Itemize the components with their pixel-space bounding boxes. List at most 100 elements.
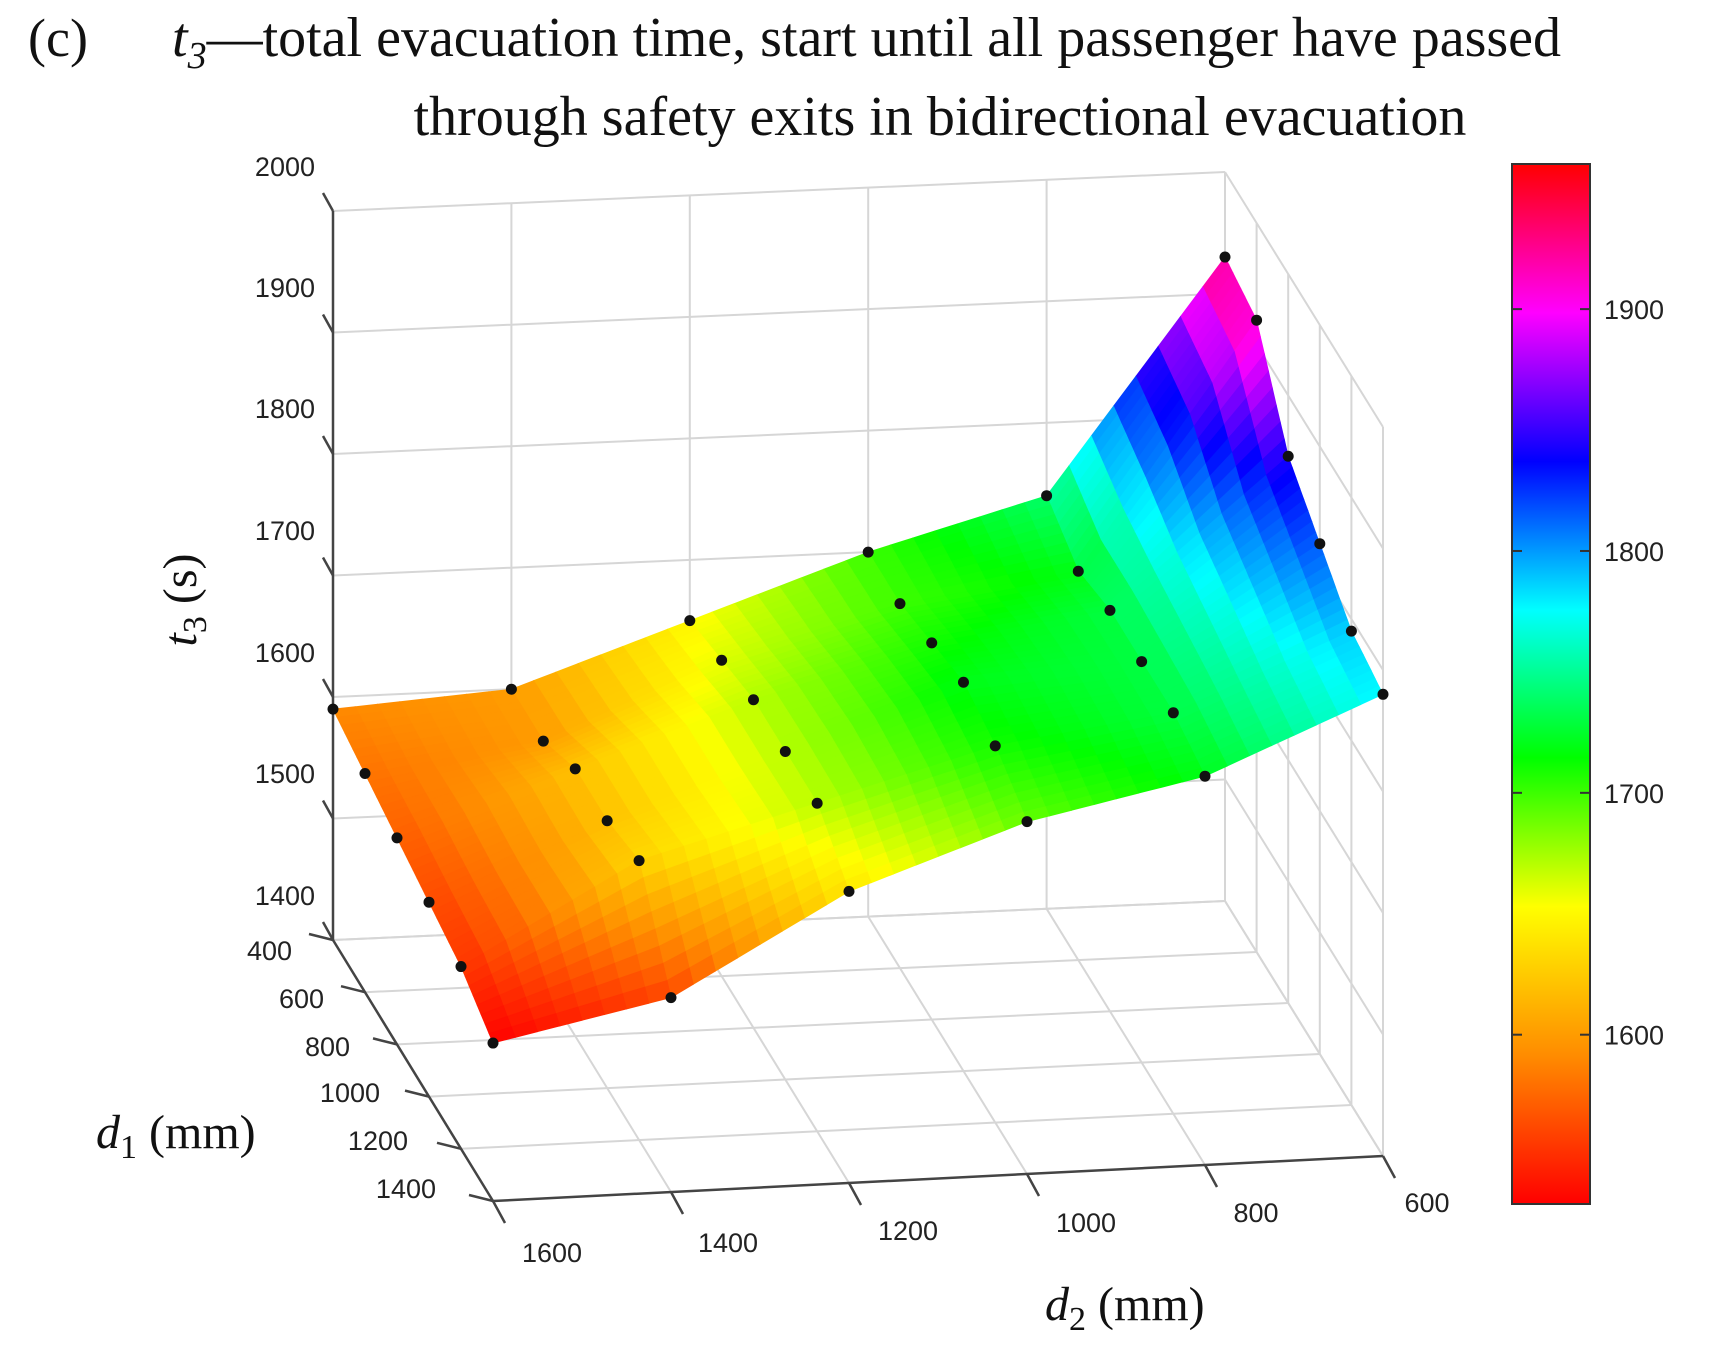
colorbar-gradient (1511, 163, 1591, 1205)
d1-axis-unit: (mm) (137, 1106, 256, 1159)
data-point (487, 1037, 499, 1049)
data-point (1314, 538, 1326, 550)
grid-line (332, 414, 1226, 455)
z-tick-label: 1700 (255, 516, 315, 546)
data-point (957, 676, 969, 688)
d2-tick-label: 1400 (698, 1228, 758, 1258)
d2-tick-mark (1025, 1173, 1041, 1197)
z-tick-mark (321, 678, 335, 698)
grid-line (1224, 171, 1384, 428)
d2-tick-mark (669, 1191, 685, 1215)
grid-line (332, 171, 1226, 212)
d1-tick-label: 600 (279, 984, 324, 1014)
data-point (894, 598, 906, 610)
z-axis-var: t (154, 632, 207, 647)
d1-tick-label: 1200 (348, 1126, 408, 1156)
data-point (569, 763, 581, 775)
colorbar: 1900 1800 1700 1600 (1511, 163, 1664, 1205)
d1-tick-label: 1000 (320, 1078, 380, 1108)
data-point (327, 703, 339, 715)
d2-axis-title: d2 (mm) (1045, 1278, 1205, 1338)
data-point (665, 992, 677, 1004)
grid-line (1045, 908, 1206, 1166)
d1-tick-mark (340, 984, 366, 994)
z-axis-unit: (s) (154, 554, 207, 617)
data-point (1104, 604, 1116, 616)
d2-axis-ticks: 1600 1400 1200 1000 800 600 (522, 1188, 1450, 1268)
data-point (1167, 707, 1179, 719)
title-var: t (172, 7, 189, 69)
grid-line (332, 292, 1226, 334)
d2-tick-mark (1381, 1155, 1397, 1179)
colorbar-ticks: 1900 1800 1700 1600 (1512, 295, 1664, 1051)
data-point (1041, 490, 1053, 502)
z-tick-mark (321, 799, 335, 820)
d2-tick-mark (1203, 1164, 1219, 1188)
d1-tick-label: 800 (305, 1032, 350, 1062)
data-point (1199, 770, 1211, 782)
d1-axis-title: d1 (mm) (96, 1106, 256, 1166)
data-point (1136, 656, 1148, 668)
d1-tick-mark (468, 1193, 494, 1203)
z-tick-label: 1900 (255, 273, 315, 303)
colorbar-tick-label: 1700 (1604, 779, 1664, 809)
d2-axis-sub: 2 (1069, 1301, 1086, 1338)
d2-axis-var: d (1045, 1278, 1070, 1331)
d2-tick-label: 1200 (878, 1216, 938, 1246)
z-tick-label: 1600 (255, 638, 315, 668)
z-tick-mark (321, 313, 335, 334)
data-point (1219, 251, 1231, 263)
data-point (926, 637, 938, 649)
data-point (684, 615, 696, 627)
d2-tick-label: 600 (1404, 1188, 1449, 1218)
z-tick-label: 1500 (255, 759, 315, 789)
d2-tick-mark (491, 1200, 507, 1224)
d1-axis-line (331, 939, 495, 1202)
data-point (601, 815, 613, 827)
data-point (716, 654, 728, 666)
d1-axis-ticks: 400 600 800 1000 1200 1400 (247, 936, 436, 1204)
data-point (811, 797, 823, 809)
d2-axis-unit: (mm) (1086, 1278, 1205, 1331)
z-tick-label: 2000 (255, 152, 315, 182)
d1-tick-label: 400 (247, 936, 292, 966)
data-point (1345, 625, 1357, 637)
data-point (423, 896, 435, 908)
z-tick-mark (321, 921, 335, 941)
d1-tick-mark (372, 1037, 398, 1046)
data-point (1021, 816, 1033, 828)
colorbar-tick-label: 1600 (1604, 1021, 1664, 1051)
data-markers (327, 251, 1389, 1049)
grid-line (396, 1002, 1289, 1046)
colorbar-tick-label: 1800 (1604, 537, 1664, 567)
grid-line (1224, 778, 1384, 1036)
data-point (779, 746, 791, 758)
d1-axis-var: d (96, 1106, 121, 1159)
d2-axis-line (492, 1154, 1384, 1203)
data-point (1072, 565, 1084, 577)
chart-title-line-2: through safety exits in bidirectional ev… (414, 86, 1467, 148)
data-point (1377, 688, 1389, 700)
data-point (391, 832, 403, 844)
grid-line (460, 1104, 1352, 1150)
data-point (862, 546, 874, 558)
d2-tick-mark (847, 1182, 863, 1206)
title-rest: —total evacuation time, start until all … (206, 7, 1561, 69)
d1-axis-sub: 1 (120, 1129, 137, 1166)
z-tick-mark (321, 435, 335, 455)
z-tick-mark (321, 556, 335, 577)
panel-label: (c) (28, 8, 88, 68)
d1-tick-label: 1400 (376, 1174, 436, 1204)
data-point (537, 735, 549, 747)
chart-title-line-1: t3—total evacuation time, start until al… (172, 7, 1561, 77)
data-point (633, 855, 645, 867)
d1-tick-mark (404, 1089, 430, 1098)
grid-line (428, 1053, 1320, 1098)
data-point (505, 683, 517, 695)
z-axis-ticks: 2000 1900 1800 1700 1600 1500 1400 (255, 152, 315, 911)
z-tick-label: 1800 (255, 394, 315, 424)
grid-line (867, 916, 1028, 1175)
data-point (1251, 314, 1263, 326)
z-tick-mark (321, 192, 335, 212)
